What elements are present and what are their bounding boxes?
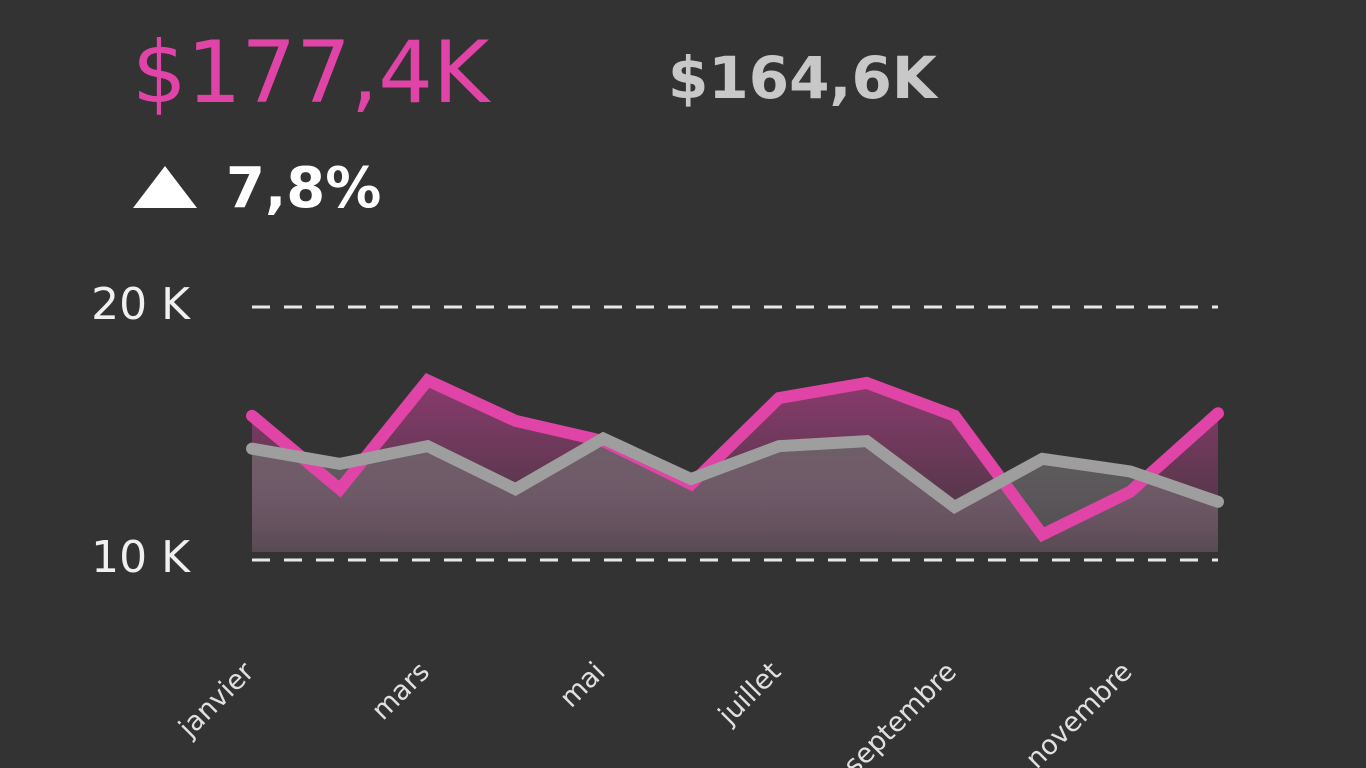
x-tick-label: mars	[366, 656, 436, 726]
x-tick-label: juillet	[712, 656, 787, 731]
x-tick-label: mai	[554, 656, 612, 714]
x-tick-label: janvier	[172, 656, 261, 745]
line	[246, 372, 1224, 543]
x-tick-label: novembre	[1020, 656, 1139, 768]
up-arrow	[133, 166, 197, 208]
y-tick-label: 20 K	[91, 279, 191, 330]
line	[246, 431, 1224, 514]
area	[252, 438, 1218, 552]
x-tick-label: septembre	[838, 656, 963, 768]
kpi-value: $177,4K	[132, 23, 492, 123]
kpi-comparison: $164,6K	[668, 44, 939, 112]
y-tick-label: 10 K	[91, 532, 191, 583]
kpi-change: 7,8%	[226, 156, 381, 221]
